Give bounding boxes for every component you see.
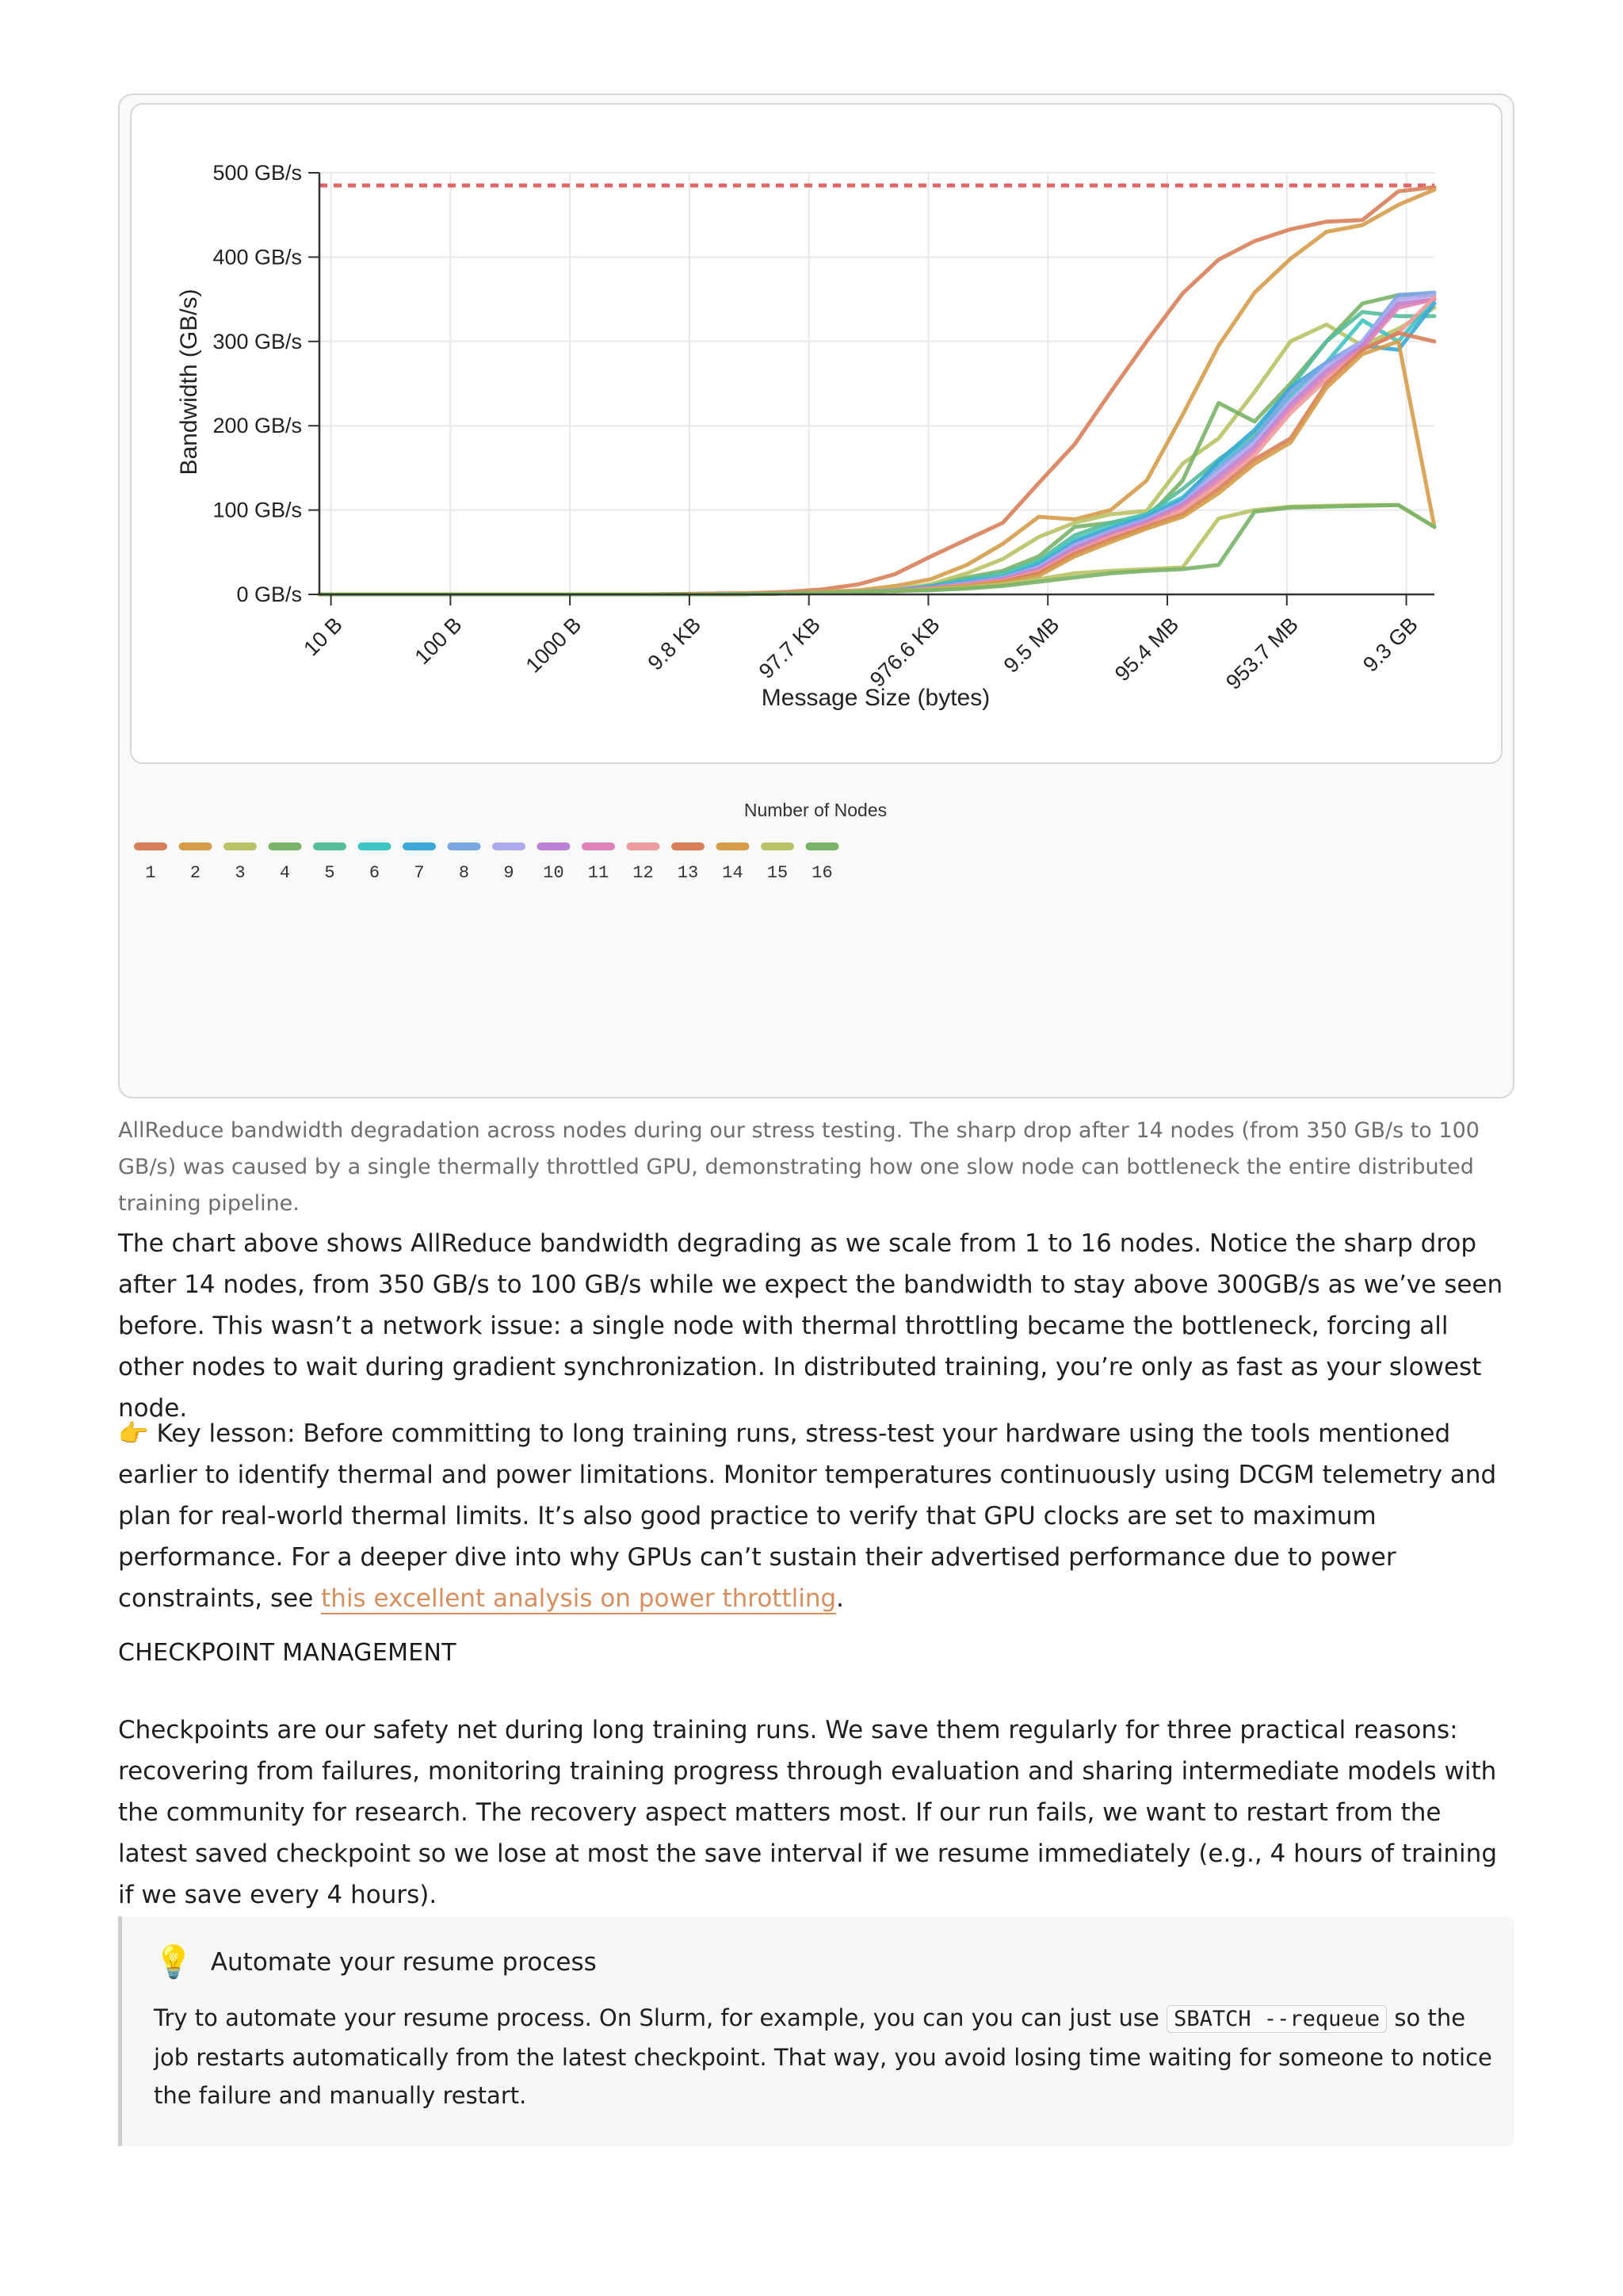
series-line-11	[317, 297, 1437, 597]
callout-header: 💡 Automate your resume process	[154, 1946, 597, 1978]
series-line-2	[317, 187, 1437, 597]
legend-label-1[interactable]: 1	[145, 863, 155, 883]
legend-title: Number of Nodes	[744, 800, 887, 820]
series-lines	[317, 185, 1437, 597]
y-tick-label: 300 GB/s	[212, 330, 302, 353]
paragraph-key-lesson: 👉 Key lesson: Before committing to long …	[118, 1413, 1514, 1619]
callout-title: Automate your resume process	[210, 1948, 597, 1977]
y-tick-label: 100 GB/s	[212, 499, 302, 522]
paragraph-checkpoints: Checkpoints are our safety net during lo…	[118, 1716, 1497, 1909]
requeue-code: SBATCH --requeue	[1167, 2005, 1388, 2033]
chart-grid	[319, 172, 1434, 595]
legend-label-7[interactable]: 7	[414, 863, 424, 883]
key-lesson-text: Key lesson: Before committing to long tr…	[118, 1419, 1497, 1613]
legend-label-14[interactable]: 14	[722, 863, 743, 883]
x-tick-label: 100 B	[411, 613, 467, 669]
legend-label-16[interactable]: 16	[812, 863, 832, 883]
legend-label-2[interactable]: 2	[190, 863, 200, 883]
callout-text: Try to automate your resume process. On …	[154, 1999, 1493, 2115]
x-tick-label: 1000 B	[521, 613, 586, 678]
legend-label-5[interactable]: 5	[324, 863, 334, 883]
legend-label-9[interactable]: 9	[503, 863, 514, 883]
legend-label-6[interactable]: 6	[369, 863, 380, 883]
legend: 1 2 3 4 5 6 7 8 9 10 11 12 13 14 15 16	[134, 842, 839, 883]
series-line-4	[317, 292, 1437, 597]
y-axis-title: Bandwidth (GB/s)	[176, 288, 202, 475]
x-tick-label: 953.7 MB	[1221, 613, 1303, 694]
x-tick-label: 95.4 MB	[1110, 613, 1183, 686]
legend-label-3[interactable]: 3	[235, 863, 245, 883]
x-axis-title: Message Size (bytes)	[762, 685, 990, 711]
legend-label-10[interactable]: 10	[543, 863, 563, 883]
figure-caption: AllReduce bandwidth degradation across n…	[118, 1118, 1480, 1216]
series-line-9	[317, 292, 1437, 597]
paragraph-bandwidth: The chart above shows AllReduce bandwidt…	[118, 1229, 1503, 1423]
key-lesson-end: .	[836, 1584, 845, 1613]
legend-label-8[interactable]: 8	[459, 863, 469, 883]
x-tick-label: 976.6 KB	[865, 613, 945, 692]
legend-label-15[interactable]: 15	[767, 863, 788, 883]
series-line-10	[317, 297, 1437, 597]
bandwidth-chart: 0 GB/s 100 GB/s 200 GB/s 300 GB/s 400 GB/s 50…	[134, 161, 1437, 883]
x-tick-label: 97.7 KB	[754, 613, 825, 683]
legend-label-11[interactable]: 11	[588, 863, 609, 883]
y-tick-label: 400 GB/s	[212, 245, 302, 269]
section-heading-checkpoint: CHECKPOINT MANAGEMENT	[118, 1639, 456, 1667]
x-tick-label: 9.8 KB	[643, 613, 706, 675]
callout-text-before: Try to automate your resume process. On …	[154, 2004, 1167, 2031]
power-throttling-link[interactable]: this excellent analysis on power throttl…	[321, 1584, 837, 1614]
y-tick-label: 500 GB/s	[212, 161, 302, 185]
series-line-7	[317, 301, 1437, 597]
series-line-1	[317, 185, 1437, 597]
legend-label-13[interactable]: 13	[678, 863, 698, 883]
y-tick-label: 0 GB/s	[236, 583, 302, 606]
x-tick-label: 10 B	[299, 613, 346, 660]
series-line-6	[317, 297, 1437, 597]
x-tick-label: 9.3 GB	[1358, 613, 1423, 677]
legend-label-12[interactable]: 12	[632, 863, 653, 883]
tip-callout: 💡 Automate your resume process Try to au…	[118, 1916, 1514, 2146]
legend-label-4[interactable]: 4	[280, 863, 290, 883]
series-line-14	[317, 339, 1437, 597]
lightbulb-icon: 💡	[154, 1944, 193, 1981]
y-tick-label: 200 GB/s	[212, 414, 302, 437]
pointing-hand-icon: 👉	[118, 1419, 149, 1448]
callout-text-after: so the job restarts automatically from t…	[154, 2004, 1492, 2109]
x-tick-label: 9.5 MB	[999, 613, 1064, 678]
